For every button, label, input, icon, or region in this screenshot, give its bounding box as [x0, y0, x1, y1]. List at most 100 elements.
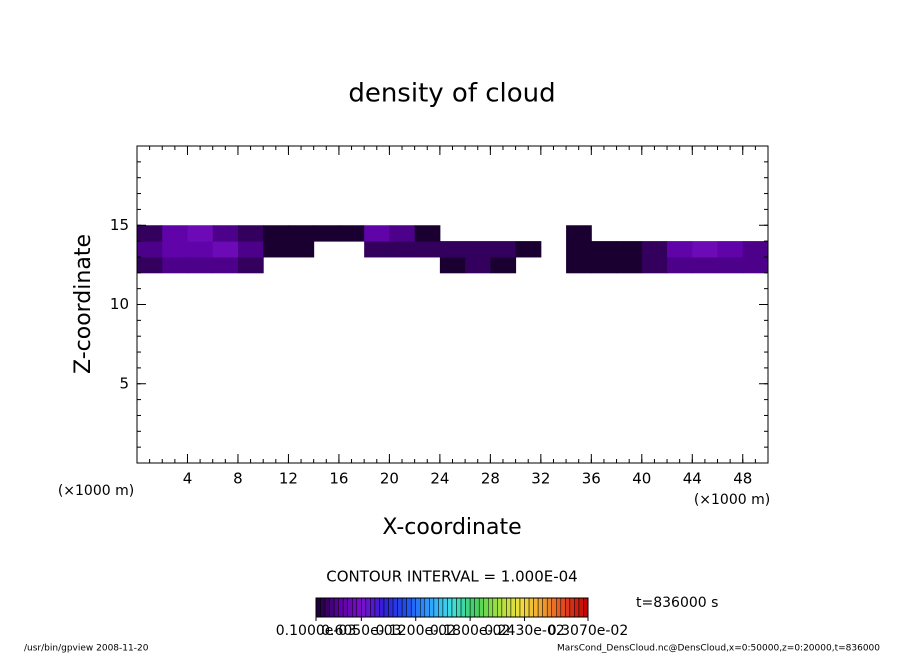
cell: [566, 241, 592, 258]
cell: [616, 256, 643, 274]
colorbar-cell: [460, 597, 466, 618]
colorbar-cell: [583, 597, 589, 618]
colorbar-cell: [537, 597, 543, 618]
contour-interval: CONTOUR INTERVAL = 1.000E-04: [326, 568, 577, 586]
colorbar-cell: [342, 597, 348, 618]
colorbar-cell: [388, 597, 394, 618]
colorbar-cell: [483, 597, 489, 618]
cell: [364, 241, 390, 258]
cell: [187, 241, 214, 258]
colorbar-tick-label: 0.6050e-03: [321, 623, 401, 639]
x-unit: (×1000 m): [694, 492, 770, 508]
cell: [389, 225, 416, 242]
cell: [667, 256, 693, 274]
x-axis-label: X-coordinate: [382, 515, 521, 540]
cell: [515, 241, 542, 258]
cell: [641, 256, 668, 274]
cell: [237, 256, 264, 274]
cell: [162, 225, 188, 242]
cell: [187, 256, 214, 274]
cell: [490, 241, 517, 258]
cell: [566, 256, 592, 274]
colorbar-cell: [451, 597, 457, 618]
colorbar-cell: [420, 597, 426, 618]
colorbar-cell: [365, 597, 371, 618]
cell: [263, 241, 289, 258]
x-tick-label: 40: [632, 470, 651, 488]
colorbar-cell: [578, 597, 584, 618]
cell: [414, 225, 441, 242]
colorbar-cell: [474, 597, 480, 618]
colorbar-cell: [383, 597, 389, 618]
cell: [465, 241, 491, 258]
colorbar-cell: [424, 597, 430, 618]
colorbar-cell: [442, 597, 448, 618]
colorbar-cell: [524, 597, 530, 618]
cell: [389, 241, 416, 258]
cell: [692, 241, 719, 258]
cell: [414, 241, 441, 258]
cell: [338, 225, 365, 242]
y-tick-label: 10: [110, 295, 129, 313]
cell: [616, 241, 643, 258]
cell: [591, 241, 618, 258]
colorbar-cell: [501, 597, 507, 618]
colorbar-cell: [352, 597, 358, 618]
colorbar-cell: [515, 597, 521, 618]
colorbar-tick-label: 0.1800e-02: [430, 623, 510, 639]
footer: /usr/bin/gpview 2008-11-20: [24, 644, 149, 654]
colorbar-cell: [433, 597, 439, 618]
cell: [566, 225, 592, 242]
cell: [288, 241, 315, 258]
colorbar-cell: [410, 597, 416, 618]
colorbar-cell: [533, 597, 539, 618]
colorbar-cell: [556, 597, 562, 618]
x-tick-label: 16: [329, 470, 348, 488]
x-tick-label: 20: [380, 470, 399, 488]
cell: [641, 241, 668, 258]
colorbar-cell: [560, 597, 566, 618]
cell: [717, 241, 744, 258]
colorbar-cell: [492, 597, 498, 618]
colorbar-cell: [347, 597, 353, 618]
colorbar-cell: [370, 597, 376, 618]
cell: [137, 256, 163, 274]
cell: [692, 256, 719, 274]
colorbar-cell: [392, 597, 398, 618]
colorbar-cell: [320, 597, 326, 618]
cell: [162, 256, 188, 274]
colorbar-tick-label: 0.2430e-02: [484, 623, 564, 639]
colorbar-cell: [542, 597, 548, 618]
cell: [237, 241, 264, 258]
cell: [212, 256, 239, 274]
cell: [288, 225, 315, 242]
colorbar-cell: [397, 597, 403, 618]
y-axis-label: Z-coordinate: [71, 234, 96, 374]
colorbar-cell: [565, 597, 571, 618]
y-tick-label: 15: [110, 216, 129, 234]
colorbar-cell: [478, 597, 484, 618]
cell: [237, 225, 264, 242]
cell: [364, 225, 390, 242]
colorbar-cell: [569, 597, 575, 618]
colorbar-cell: [333, 597, 339, 618]
cell: [742, 241, 769, 258]
cell: [187, 225, 214, 242]
colorbar-cell: [488, 597, 494, 618]
x-tick-label: 4: [183, 470, 193, 488]
x-tick-label: 48: [733, 470, 752, 488]
colorbar-cell: [315, 597, 321, 618]
colorbar-cell: [551, 597, 557, 618]
colorbar-cell: [438, 597, 444, 618]
x-unit: (×1000 m): [58, 483, 134, 499]
cell: [439, 256, 466, 274]
footer: MarsCond_DensCloud.nc@DensCloud,x=0:5000…: [557, 644, 880, 654]
time-label: t=836000 s: [636, 595, 718, 611]
colorbar-frame: [315, 597, 589, 618]
chart-title: density of cloud: [348, 79, 555, 109]
cell: [465, 256, 491, 274]
colorbar-cell: [506, 597, 512, 618]
x-tick-label: 32: [531, 470, 550, 488]
colorbar-cell: [497, 597, 503, 618]
colorbar-cell: [415, 597, 421, 618]
